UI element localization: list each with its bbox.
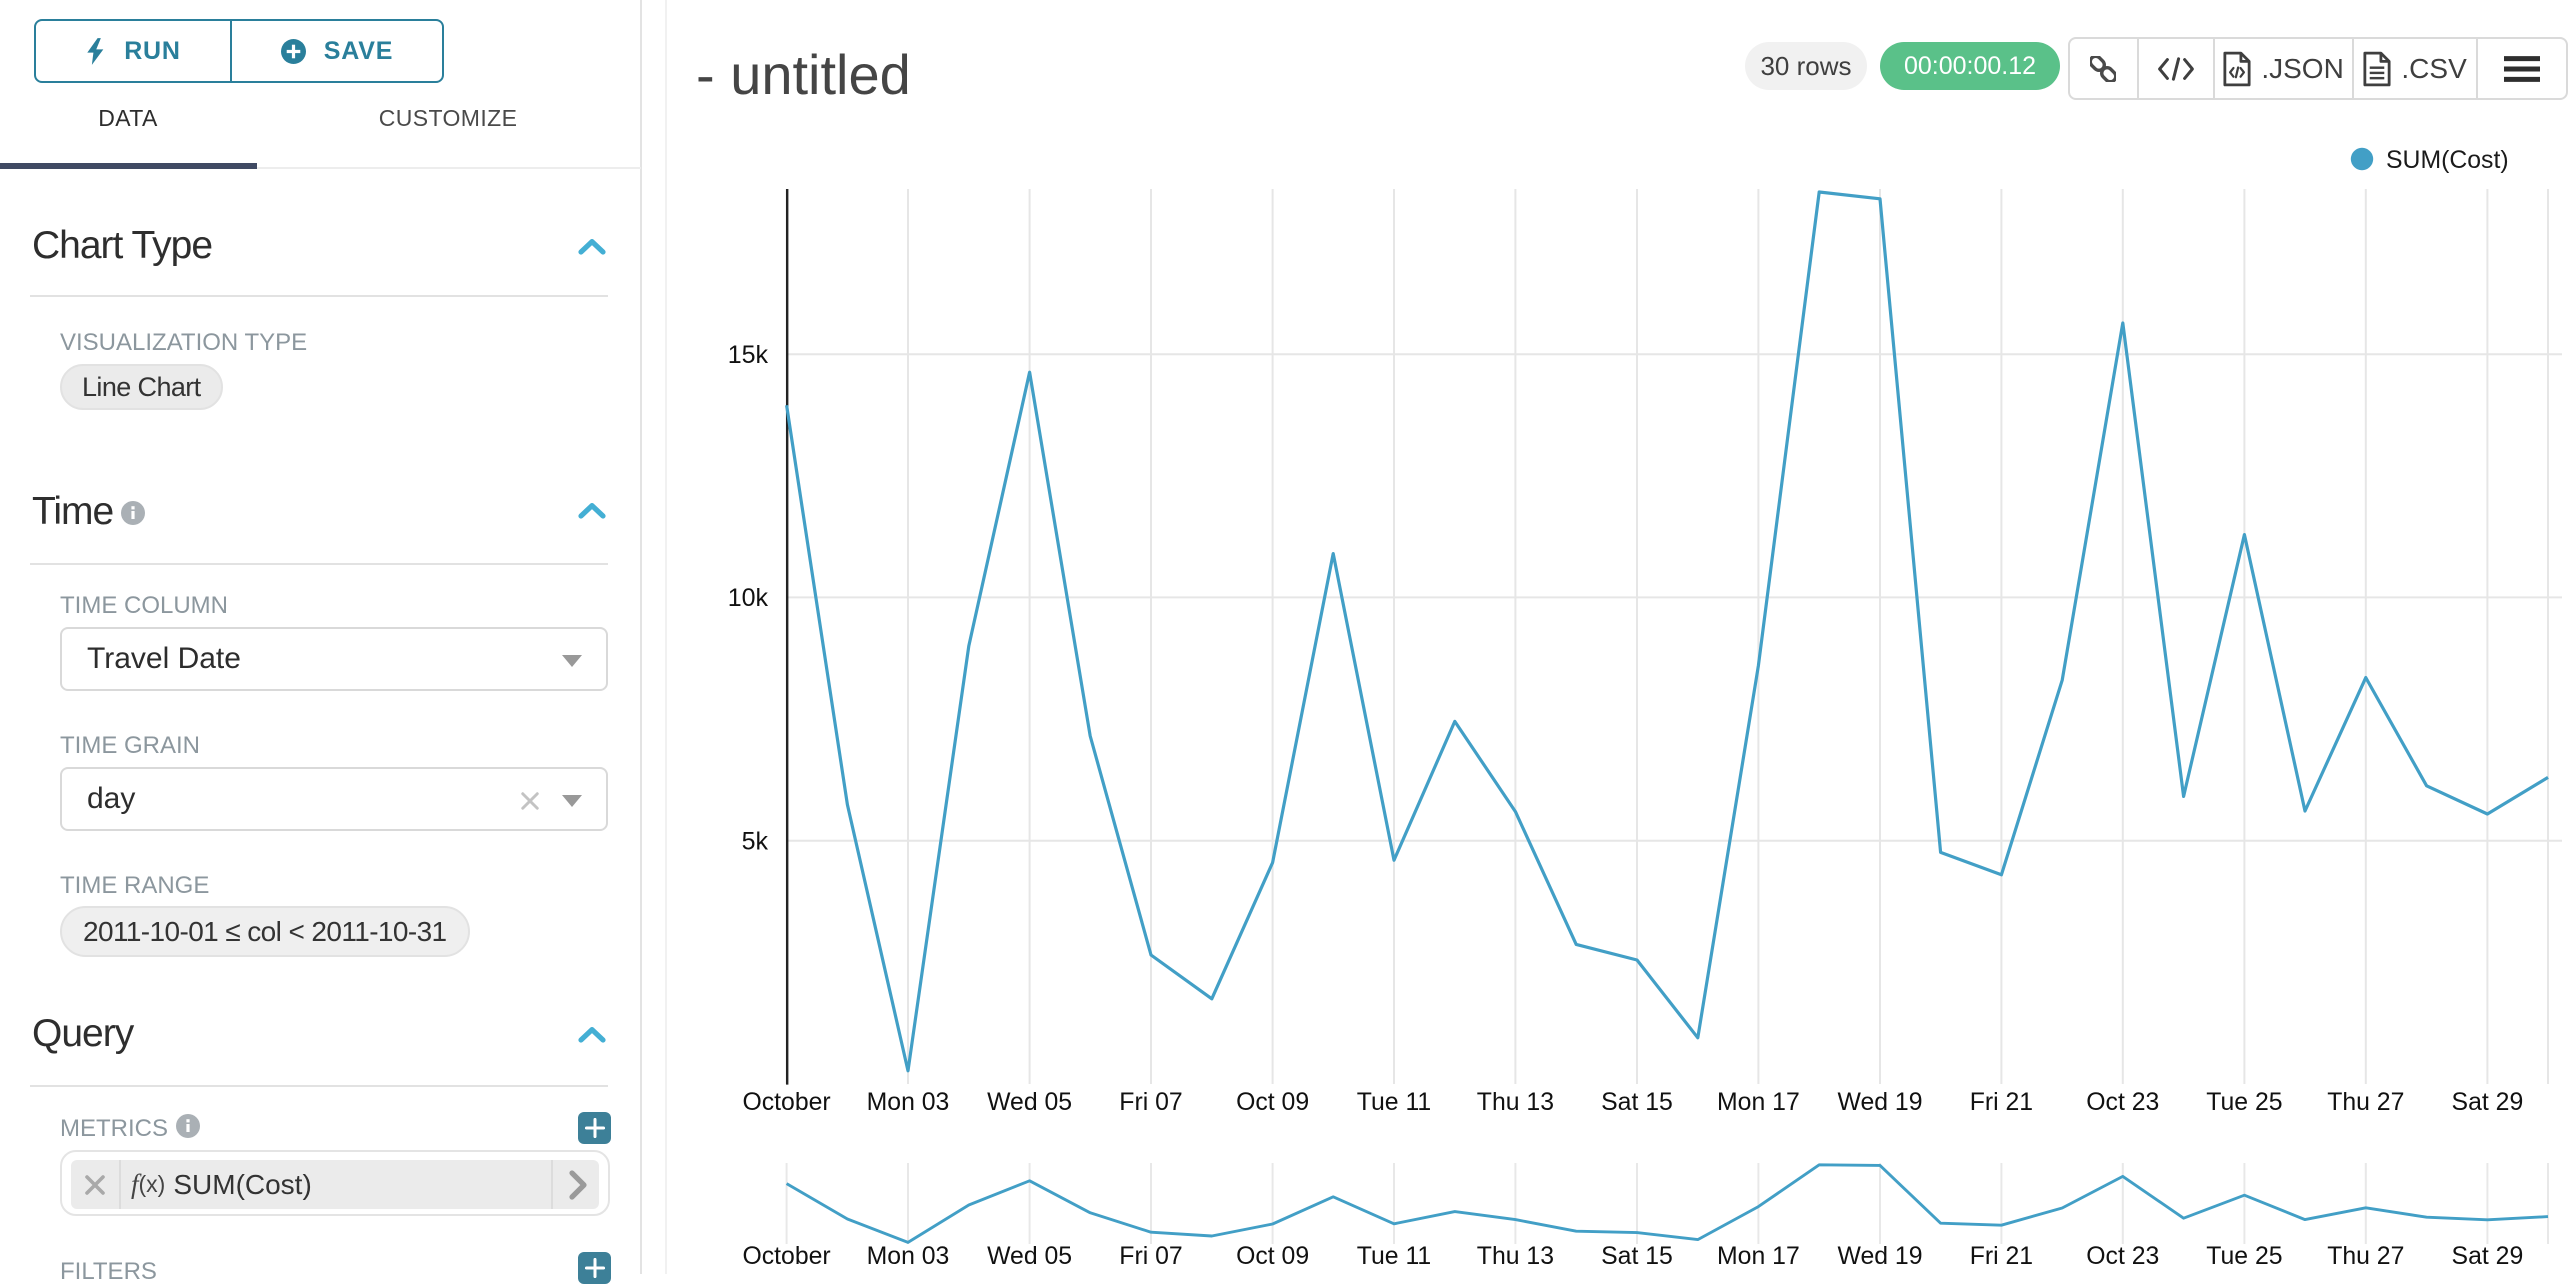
svg-text:Mon 03: Mon 03 [867,1243,950,1270]
svg-text:Sat 15: Sat 15 [1601,1089,1673,1116]
svg-text:Tue 11: Tue 11 [1357,1243,1431,1270]
svg-text:SUM(Cost): SUM(Cost) [2386,147,2509,174]
svg-text:Sat 29: Sat 29 [2452,1243,2524,1270]
svg-text:5k: 5k [742,828,769,856]
svg-text:Fri 21: Fri 21 [1970,1089,2033,1116]
svg-text:Sat 29: Sat 29 [2452,1089,2524,1116]
svg-text:Wed 19: Wed 19 [1837,1243,1922,1270]
svg-text:15k: 15k [728,341,769,369]
svg-text:Oct 09: Oct 09 [1236,1089,1309,1116]
svg-text:Oct 23: Oct 23 [2086,1243,2159,1270]
svg-text:October: October [742,1089,830,1116]
svg-text:Mon 03: Mon 03 [867,1089,950,1116]
svg-text:Sat 15: Sat 15 [1601,1243,1673,1270]
svg-text:Wed 19: Wed 19 [1837,1089,1922,1116]
svg-text:Fri 07: Fri 07 [1119,1243,1182,1270]
svg-text:Tue 25: Tue 25 [2206,1089,2282,1116]
svg-text:Thu 27: Thu 27 [2327,1243,2404,1270]
svg-text:October: October [742,1243,830,1270]
svg-text:Tue 25: Tue 25 [2206,1243,2282,1270]
svg-text:Thu 27: Thu 27 [2327,1089,2404,1116]
svg-text:Fri 21: Fri 21 [1970,1243,2033,1270]
svg-text:Wed 05: Wed 05 [987,1089,1072,1116]
svg-text:Fri 07: Fri 07 [1119,1089,1182,1116]
svg-text:Thu 13: Thu 13 [1477,1089,1554,1116]
svg-text:Thu 13: Thu 13 [1477,1243,1554,1270]
svg-text:Mon 17: Mon 17 [1717,1243,1800,1270]
svg-text:Tue 11: Tue 11 [1357,1089,1431,1116]
svg-text:Wed 05: Wed 05 [987,1243,1072,1270]
svg-text:10k: 10k [728,584,769,612]
svg-text:Oct 09: Oct 09 [1236,1243,1309,1270]
svg-text:Oct 23: Oct 23 [2086,1089,2159,1116]
svg-text:Mon 17: Mon 17 [1717,1089,1800,1116]
